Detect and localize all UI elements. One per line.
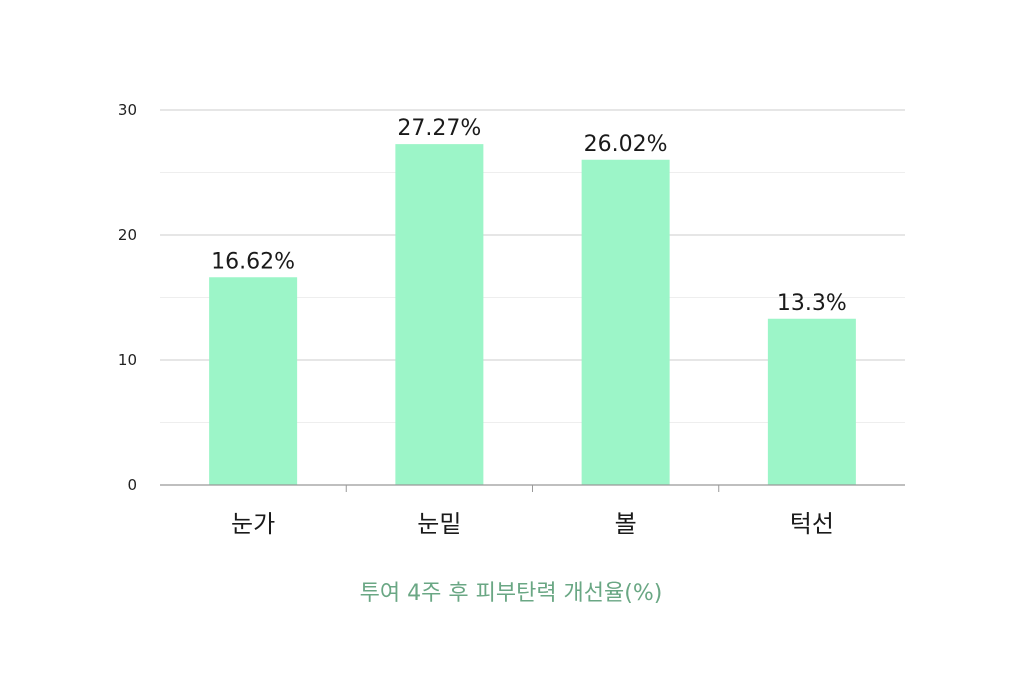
y-tick-label: 10 (118, 351, 137, 369)
category-label: 볼 (615, 510, 637, 538)
bar (767, 318, 856, 485)
y-tick-label: 20 (118, 226, 137, 244)
data-label: 27.27% (397, 116, 481, 141)
y-axis-ticks: 0 10 20 30 (118, 101, 137, 494)
data-label: 16.62% (211, 249, 295, 274)
x-axis-caption: 투여 4주 후 피부탄력 개선율(%) (360, 581, 663, 606)
x-axis: 눈가 눈밑 볼 턱선 (160, 484, 905, 538)
category-label: 턱선 (790, 510, 834, 538)
bars: 16.62% 27.27% 26.02% 13.3% (209, 116, 856, 485)
data-label: 13.3% (777, 291, 847, 316)
bar (209, 277, 298, 485)
category-label: 눈밑 (417, 510, 461, 538)
category-label: 눈가 (231, 510, 275, 538)
data-label: 26.02% (584, 132, 668, 157)
y-tick-label: 0 (127, 476, 137, 494)
bar (395, 144, 484, 485)
bar (581, 159, 670, 485)
y-tick-label: 30 (118, 101, 137, 119)
